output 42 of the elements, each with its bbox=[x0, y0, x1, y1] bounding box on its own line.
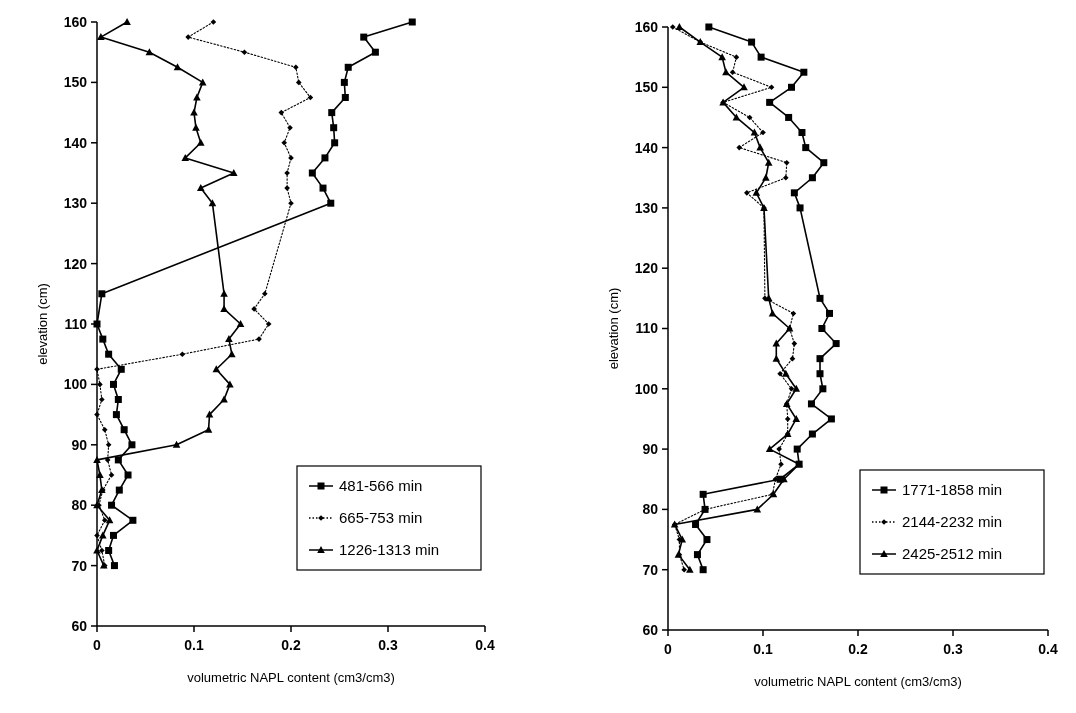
x-axis-title: volumetric NAPL content (cm3/cm3) bbox=[754, 674, 962, 689]
y-tick-label: 120 bbox=[63, 255, 88, 272]
y-tick-label: 130 bbox=[63, 195, 88, 212]
y-tick-label: 140 bbox=[63, 134, 88, 151]
x-tick-label: 0.1 bbox=[184, 637, 204, 653]
y-tick-label: 70 bbox=[71, 557, 88, 574]
y-tick-label: 140 bbox=[634, 139, 659, 156]
legend-label: 665-753 min bbox=[339, 509, 423, 527]
x-tick-label: 0.3 bbox=[378, 637, 398, 653]
x-tick-label: 0 bbox=[93, 637, 102, 653]
y-tick-label: 70 bbox=[642, 561, 659, 578]
x-axis-title: volumetric NAPL content (cm3/cm3) bbox=[187, 670, 395, 685]
y-tick-label: 160 bbox=[634, 18, 659, 35]
x-tick-label: 0.4 bbox=[1038, 641, 1058, 657]
y-tick-label: 130 bbox=[634, 199, 659, 216]
x-tick-label: 0.1 bbox=[753, 641, 773, 657]
legend-label: 2425-2512 min bbox=[902, 545, 1003, 563]
y-axis-title: elevation (cm) bbox=[606, 287, 621, 370]
y-tick-label: 160 bbox=[63, 13, 88, 30]
y-tick-label: 100 bbox=[634, 380, 659, 397]
y-tick-label: 80 bbox=[71, 497, 88, 514]
legend-label: 1226-1313 min bbox=[339, 541, 440, 559]
y-tick-label: 150 bbox=[63, 74, 88, 91]
x-tick-label: 0.2 bbox=[281, 637, 301, 653]
x-tick-label: 0.3 bbox=[943, 641, 963, 657]
y-axis-title: elevation (cm) bbox=[35, 283, 50, 365]
legend-label: 481-566 min bbox=[339, 477, 423, 495]
legend-label: 2144-2232 min bbox=[902, 513, 1003, 531]
y-tick-label: 100 bbox=[63, 376, 88, 393]
y-tick-label: 60 bbox=[642, 621, 659, 638]
legend-label: 1771-1858 min bbox=[902, 481, 1003, 499]
y-tick-label: 90 bbox=[642, 441, 659, 457]
x-tick-label: 0.2 bbox=[848, 641, 868, 657]
y-tick-label: 80 bbox=[642, 501, 659, 518]
x-tick-label: 0 bbox=[664, 641, 673, 657]
y-tick-label: 60 bbox=[71, 617, 88, 634]
y-tick-label: 90 bbox=[71, 436, 88, 453]
x-tick-label: 0.4 bbox=[475, 637, 495, 653]
y-tick-label: 110 bbox=[64, 315, 88, 332]
y-tick-label: 120 bbox=[634, 260, 659, 277]
y-tick-label: 150 bbox=[634, 79, 659, 96]
y-tick-label: 110 bbox=[635, 320, 659, 337]
